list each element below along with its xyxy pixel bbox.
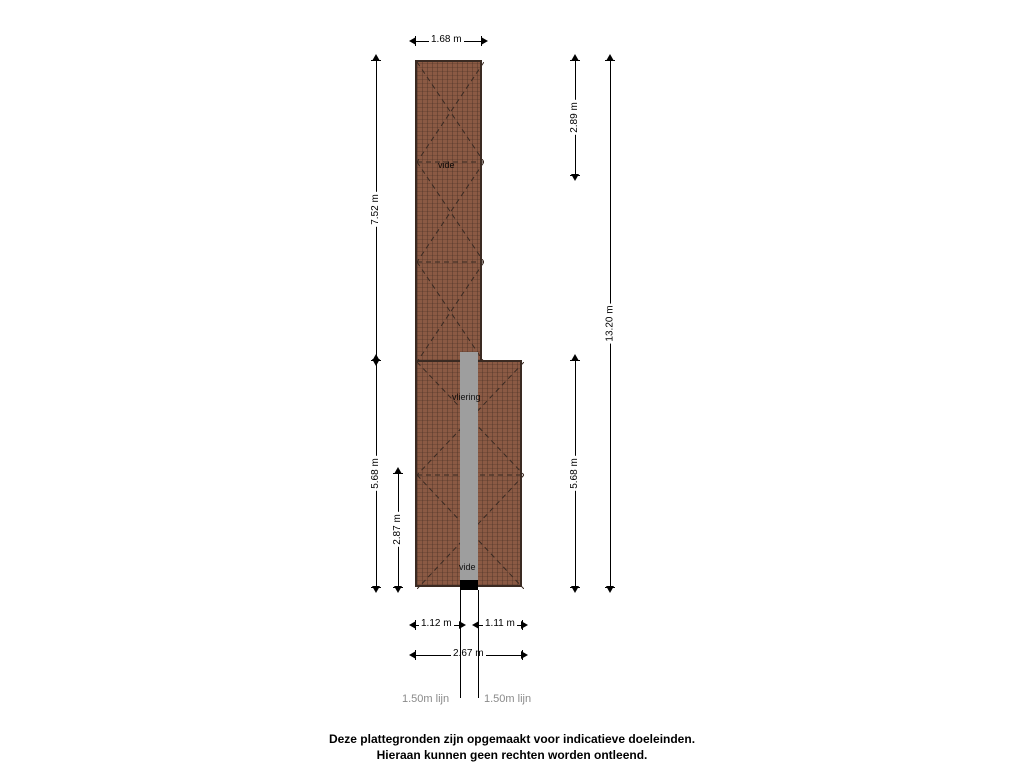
label-vide-lower: vide — [459, 562, 476, 572]
dim-left-upper-label: 7.52 m — [370, 192, 381, 227]
floorplan-stage: vide vliering vide 1.68 m 7.52 m 5.68 m … — [0, 0, 1024, 768]
dim-ll-tick-b — [371, 587, 381, 588]
dim-top-arrow-r — [481, 37, 488, 45]
dim-bot-total-label: 2.67 m — [451, 648, 486, 659]
dim-top-tick-r — [481, 36, 482, 46]
dim-lu-tick-t — [371, 60, 381, 61]
guide-left — [460, 590, 461, 698]
roof-upper-cross — [417, 62, 484, 362]
void-base — [460, 580, 478, 590]
dim-rl-tick-b — [570, 587, 580, 588]
dim-rs-tick-t — [570, 60, 580, 61]
dim-li-tick-t — [393, 473, 403, 474]
dim-bot-right-label: 1.11 m — [483, 618, 517, 629]
roof-upper — [415, 60, 482, 360]
dim-left-inner-label: 2.87 m — [392, 512, 403, 547]
label-vide-upper: vide — [438, 160, 455, 170]
dim-rt-tick-t — [605, 60, 615, 61]
disclaimer-line2: Hieraan kunnen geen rechten worden ontle… — [0, 748, 1024, 762]
dim-top-label: 1.68 m — [429, 34, 464, 45]
dim-right-lower-label: 5.68 m — [569, 456, 580, 491]
dim-rs-tick-b — [570, 175, 580, 176]
guide-right — [478, 590, 479, 698]
disclaimer-line1: Deze plattegronden zijn opgemaakt voor i… — [0, 732, 1024, 746]
dim-bl-arrow-l — [409, 621, 416, 629]
note-150m-left: 1.50m lijn — [402, 693, 449, 705]
dim-left-lower-label: 5.68 m — [370, 456, 381, 491]
dim-rt-tick-b — [605, 587, 615, 588]
note-150m-right: 1.50m lijn — [484, 693, 531, 705]
label-vliering: vliering — [452, 392, 481, 402]
dim-bt-tick-r — [522, 650, 523, 660]
dim-right-total-label: 13.20 m — [605, 303, 616, 343]
void-strip — [460, 352, 478, 587]
dim-right-short-label: 2.89 m — [569, 100, 580, 135]
dim-top-tick-l — [415, 36, 416, 46]
dim-ll-arrow-u — [372, 354, 380, 361]
dim-bot-left-label: 1.12 m — [419, 618, 454, 629]
dim-bt-tick-l — [415, 650, 416, 660]
dim-li-tick-b — [393, 587, 403, 588]
dim-rl-tick-t — [570, 360, 580, 361]
dim-br-arrow-r — [521, 621, 528, 629]
